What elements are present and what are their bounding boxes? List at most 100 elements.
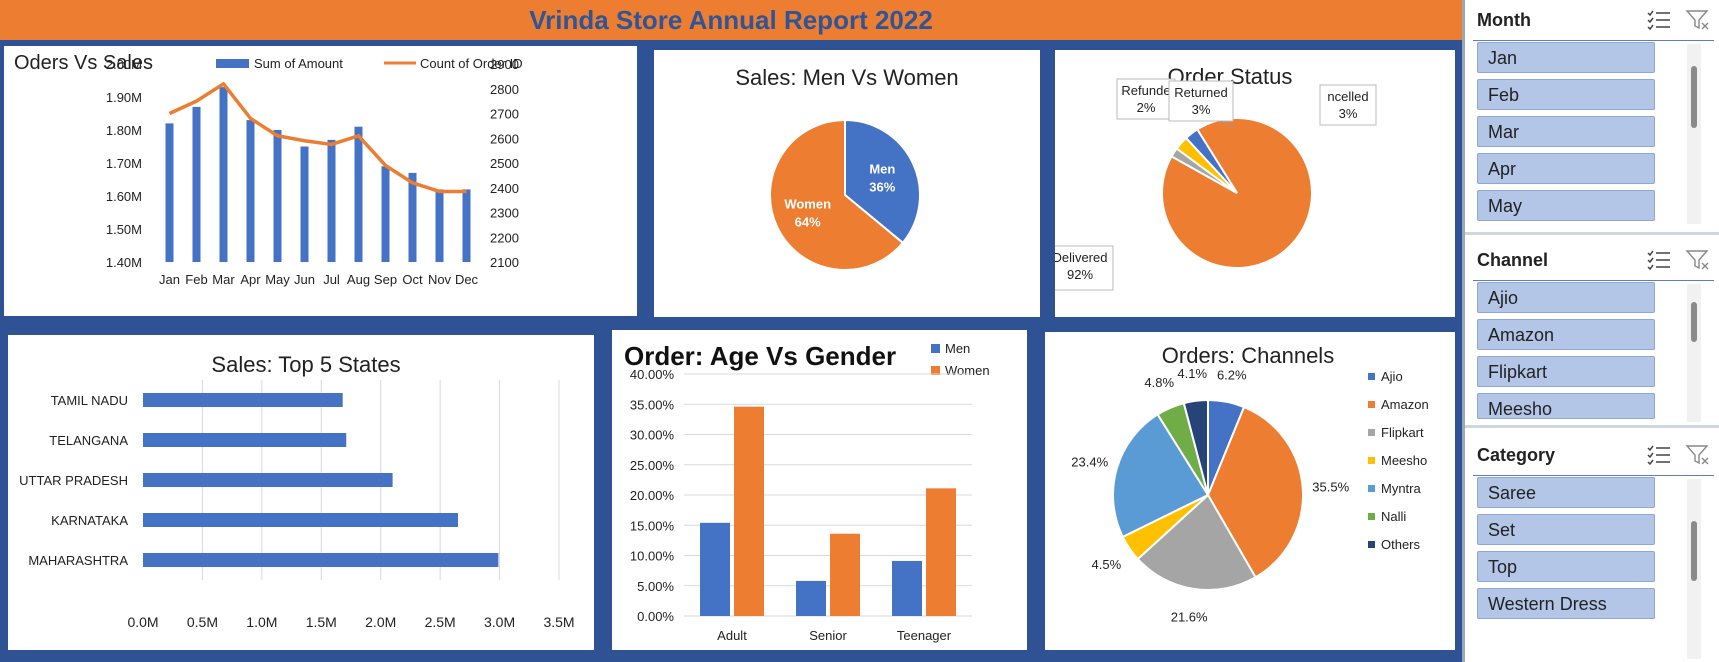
slicer-item-top[interactable]: Top <box>1477 551 1655 582</box>
age-vs-gender-panel[interactable]: Order: Age Vs Gender Men Women 0.00% 5.00% 10… <box>612 330 1027 650</box>
y-tick-right: 2600 <box>490 131 519 146</box>
bar-sales-jan <box>165 123 174 263</box>
scrollbar-thumb[interactable] <box>1691 521 1697 581</box>
slicer-item-mar[interactable]: Mar <box>1477 116 1655 147</box>
legend-label-flipkart: Flipkart <box>1381 425 1424 440</box>
category-label-maharashtra: MAHARASHTRA <box>28 553 128 568</box>
slicer-item-ajio[interactable]: Ajio <box>1477 282 1655 313</box>
slicer-scrollbar[interactable] <box>1687 44 1701 224</box>
slicer-item-jan[interactable]: Jan <box>1477 42 1655 73</box>
bar-sales-dec <box>462 189 471 262</box>
delivered-callout-value: 92% <box>1067 267 1093 282</box>
scrollbar-thumb[interactable] <box>1691 66 1697 128</box>
channel-slice-flipkart <box>1136 493 1257 591</box>
slicer-title: Month <box>1477 10 1531 30</box>
clear-filter-icon[interactable] <box>1685 8 1711 32</box>
cancelled-callout-box <box>1319 84 1377 126</box>
bar-telangana <box>143 433 347 447</box>
x-tick-senior: Senior <box>809 628 847 643</box>
status-slice-cancelled <box>1184 128 1238 194</box>
legend-label-sum-of-amount: Sum of Amount <box>254 56 343 71</box>
y-tick: 10.00% <box>630 549 675 564</box>
slicer-scrollbar[interactable] <box>1687 479 1701 659</box>
x-tick: 1.0M <box>246 614 277 630</box>
chart-title: Oders Vs Sales <box>14 52 153 74</box>
orders-vs-sales-panel[interactable]: Oders Vs Sales Sum of Amount Count of Orde… <box>4 46 637 316</box>
scrollbar-thumb[interactable] <box>1691 302 1697 342</box>
gender-slice-men <box>844 118 921 245</box>
x-tick-dec: Dec <box>455 272 479 287</box>
top-states-chart: Sales: Top 5 States 0.0M 0.5M 1.0M 1.5M 2.0M 2… <box>19 352 574 630</box>
bar-karnataka <box>143 513 458 527</box>
bar-tamil-nadu <box>143 393 343 407</box>
multi-select-icon[interactable] <box>1646 443 1672 467</box>
slicer-header-line <box>1473 280 1714 281</box>
bar-sales-sep <box>381 166 390 262</box>
legend-swatch-amazon <box>1368 401 1375 408</box>
slicer-item-feb[interactable]: Feb <box>1477 79 1655 110</box>
channels-panel[interactable]: Orders: Channels 6.2% Ajio 35.5% Amazon 21.6%… <box>1045 332 1455 650</box>
y-tick: 30.00% <box>630 428 675 443</box>
top-states-panel[interactable]: Sales: Top 5 States 0.0M 0.5M 1.0M 1.5M 2.0M 2… <box>8 335 594 650</box>
category-slicer: Category Saree Set Top Western Dress <box>1465 435 1719 662</box>
x-tick-feb: Feb <box>185 272 207 287</box>
bar-sales-jul <box>327 139 336 262</box>
legend-label-women: Women <box>945 363 990 378</box>
multi-select-icon[interactable] <box>1646 8 1672 32</box>
x-tick: 2.0M <box>365 614 396 630</box>
order-status-panel[interactable]: Order Status ncelled 3% Refunde 2% Returned 3%… <box>1055 50 1455 317</box>
bar-sales-feb <box>192 106 201 263</box>
x-tick-mar: Mar <box>212 272 235 287</box>
chart-title: Orders: Channels <box>1162 343 1334 368</box>
legend-label-ajio: Ajio <box>1381 369 1403 384</box>
age-vs-gender-chart: Order: Age Vs Gender Men Women 0.00% 5.00% 10… <box>624 341 990 643</box>
y-tick-right: 2900 <box>490 57 519 72</box>
y-tick-right: 2500 <box>490 156 519 171</box>
legend-swatch-meesho <box>1368 457 1375 464</box>
returned-callout-value: 3% <box>1192 102 1211 117</box>
x-tick-jul: Jul <box>323 272 340 287</box>
slicer-item-apr[interactable]: Apr <box>1477 153 1655 184</box>
bar-women-teenager <box>926 488 956 616</box>
y-tick-left: 2.00M <box>106 57 142 72</box>
slicer-item-set[interactable]: Set <box>1477 514 1655 545</box>
slicer-item-flipkart[interactable]: Flipkart <box>1477 356 1655 387</box>
slicer-item-saree[interactable]: Saree <box>1477 477 1655 508</box>
cancelled-callout-value: 3% <box>1339 106 1358 121</box>
legend-swatch-nalli <box>1368 513 1375 520</box>
y-tick-left: 1.60M <box>106 189 142 204</box>
legend-swatch-myntra <box>1368 485 1375 492</box>
orders-vs-sales-chart: Oders Vs Sales Sum of Amount Count of Orde… <box>14 52 523 287</box>
legend-label-others: Others <box>1381 537 1421 552</box>
bar-sales-aug <box>354 126 363 262</box>
multi-select-icon[interactable] <box>1646 248 1672 272</box>
y-tick: 15.00% <box>630 518 675 533</box>
slicer-item-may[interactable]: May <box>1477 190 1655 221</box>
x-tick-may: May <box>265 272 290 287</box>
category-label-uttar-pradesh: UTTAR PRADESH <box>19 473 128 488</box>
clear-filter-icon[interactable] <box>1685 443 1711 467</box>
y-tick-right: 2700 <box>490 107 519 122</box>
returned-callout-label: Returned <box>1174 85 1227 100</box>
category-label-karnataka: KARNATAKA <box>51 513 128 528</box>
slicer-item-meesho[interactable]: Meesho <box>1477 393 1655 419</box>
data-value-women: 64% <box>795 215 821 230</box>
leader-line <box>1220 120 1234 129</box>
legend-swatch-men <box>931 344 940 353</box>
clear-filter-icon[interactable] <box>1685 248 1711 272</box>
slicer-item-amazon[interactable]: Amazon <box>1477 319 1655 350</box>
slicer-header-line <box>1473 40 1714 41</box>
refunded-callout-box <box>1116 78 1176 120</box>
bar-sales-mar <box>219 87 228 262</box>
legend-label-nalli: Nalli <box>1381 509 1406 524</box>
men-vs-women-panel[interactable]: Sales: Men Vs Women Men 36% Women 64% <box>654 50 1040 317</box>
slicer-item-western-dress[interactable]: Western Dress <box>1477 588 1655 619</box>
slicer-scrollbar[interactable] <box>1687 284 1701 422</box>
category-label-telangana: TELANGANA <box>49 433 128 448</box>
y-tick-right: 2100 <box>490 255 519 270</box>
y-tick-left: 1.90M <box>106 90 142 105</box>
y-tick-right: 2200 <box>490 230 519 245</box>
x-tick: 0.5M <box>187 614 218 630</box>
data-label-amazon: 35.5% <box>1312 480 1349 495</box>
y-tick-right: 2400 <box>490 181 519 196</box>
